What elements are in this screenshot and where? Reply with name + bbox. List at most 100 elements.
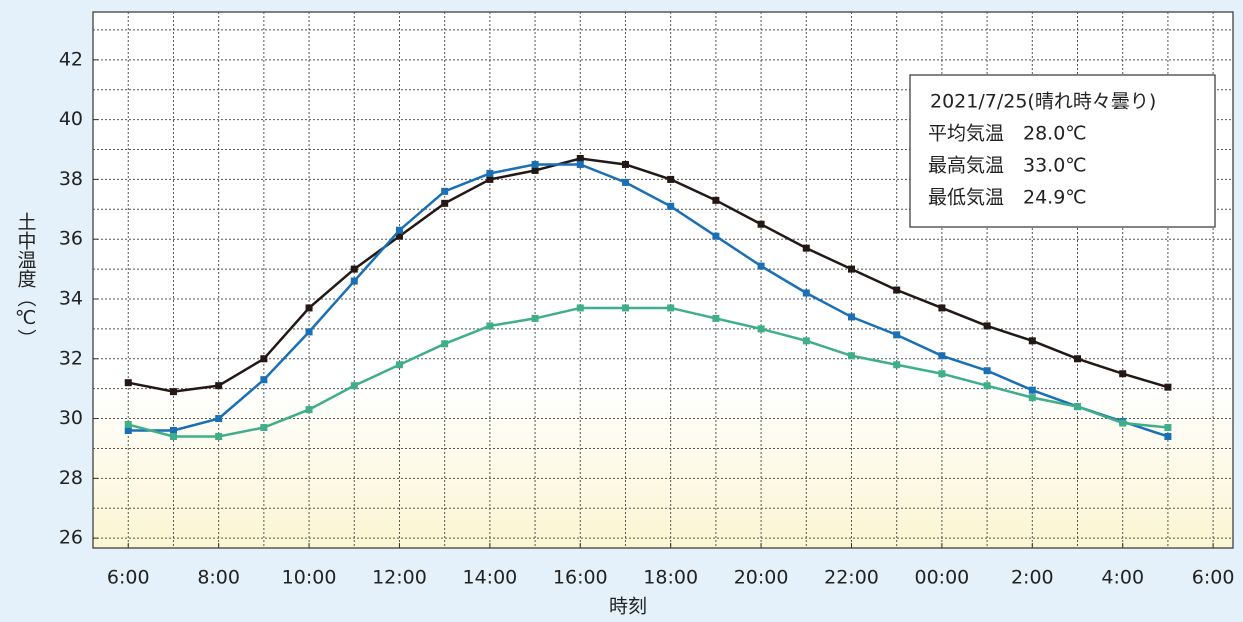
data-point: [305, 406, 313, 414]
data-point: [531, 160, 539, 168]
y-tick-label: 26: [59, 527, 83, 549]
data-point: [305, 328, 313, 336]
data-point: [757, 325, 765, 333]
data-point: [893, 331, 901, 339]
data-point: [576, 304, 584, 312]
data-point: [938, 304, 946, 312]
data-point: [847, 313, 855, 321]
data-point: [350, 382, 358, 390]
data-point: [1028, 386, 1036, 394]
x-tick-label: 6:00: [1192, 567, 1235, 589]
data-point: [576, 160, 584, 168]
data-point: [802, 337, 810, 345]
data-point: [621, 160, 629, 168]
data-point: [712, 314, 720, 322]
x-tick-label: 00:00: [915, 567, 970, 589]
x-tick-label: 16:00: [553, 567, 608, 589]
data-point: [667, 175, 675, 183]
data-point: [938, 370, 946, 378]
data-point: [576, 154, 584, 162]
data-point: [847, 265, 855, 273]
data-point: [260, 376, 268, 384]
data-point: [938, 352, 946, 360]
data-point: [215, 415, 223, 423]
info-text: 最高気温 33.0℃: [928, 155, 1087, 177]
data-point: [1164, 383, 1172, 391]
y-tick-label: 40: [59, 108, 83, 130]
data-point: [757, 262, 765, 270]
info-text: 2021/7/25(晴れ時々曇り): [930, 91, 1156, 113]
data-point: [983, 382, 991, 390]
data-point: [441, 187, 449, 195]
data-point: [802, 244, 810, 252]
data-point: [486, 169, 494, 177]
y-axis-label: 土中温度（℃）: [15, 212, 37, 348]
data-point: [260, 424, 268, 432]
data-point: [983, 367, 991, 375]
data-point: [1028, 394, 1036, 402]
data-point: [215, 432, 223, 440]
data-point: [169, 427, 177, 435]
y-tick-label: 38: [59, 168, 83, 190]
y-tick-label: 42: [59, 48, 83, 70]
x-tick-label: 18:00: [643, 567, 698, 589]
data-point: [305, 304, 313, 312]
info-box: [909, 74, 1216, 228]
data-point: [1028, 337, 1036, 345]
data-point: [983, 322, 991, 330]
data-point: [1164, 424, 1172, 432]
data-point: [486, 175, 494, 183]
series-line: [128, 157, 1169, 393]
data-point: [802, 289, 810, 297]
data-point: [169, 432, 177, 440]
data-point: [893, 361, 901, 369]
data-point: [260, 355, 268, 363]
y-tick-label: 32: [59, 347, 83, 369]
data-point: [621, 178, 629, 186]
data-point: [1119, 370, 1127, 378]
x-tick-label: 10:00: [282, 567, 337, 589]
y-tick-label: 34: [59, 287, 83, 309]
data-point: [1074, 355, 1082, 363]
data-point: [215, 382, 223, 390]
x-tick-label: 8:00: [197, 567, 240, 589]
x-axis-label: 時刻: [609, 596, 647, 618]
x-tick-label: 6:00: [107, 567, 150, 589]
data-point: [757, 220, 765, 228]
data-point: [124, 379, 132, 387]
data-point: [124, 421, 132, 429]
data-point: [621, 304, 629, 312]
y-tick-label: 30: [59, 407, 83, 429]
data-point: [893, 286, 901, 294]
data-point: [1164, 432, 1172, 440]
x-tick-label: 14:00: [462, 567, 517, 589]
data-point: [124, 427, 132, 435]
data-point: [395, 232, 403, 240]
data-point: [531, 314, 539, 322]
data-point: [350, 265, 358, 273]
data-point: [1074, 403, 1082, 411]
x-tick-label: 12:00: [372, 567, 427, 589]
y-tick-label: 36: [59, 228, 83, 250]
data-point: [847, 352, 855, 360]
x-tick-label: 20:00: [734, 567, 789, 589]
x-tick-label: 4:00: [1101, 567, 1144, 589]
data-point: [395, 361, 403, 369]
y-tick-label: 28: [59, 467, 83, 489]
x-tick-label: 2:00: [1011, 567, 1054, 589]
data-point: [350, 277, 358, 285]
data-point: [395, 226, 403, 234]
data-point: [712, 196, 720, 204]
x-tick-label: 22:00: [824, 567, 879, 589]
data-point: [169, 388, 177, 396]
data-point: [486, 322, 494, 330]
data-point: [531, 166, 539, 174]
data-point: [441, 199, 449, 207]
info-text: 最低気温 24.9℃: [928, 187, 1087, 209]
data-point: [1119, 419, 1127, 427]
info-text: 平均気温 28.0℃: [928, 123, 1087, 145]
data-point: [712, 232, 720, 240]
data-point: [667, 202, 675, 210]
data-point: [667, 304, 675, 312]
